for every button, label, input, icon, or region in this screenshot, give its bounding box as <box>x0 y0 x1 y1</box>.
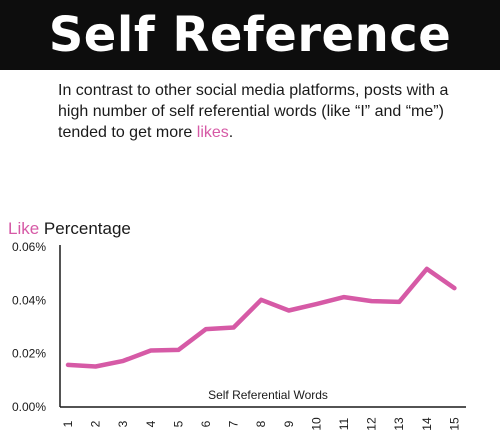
x-tick-label: 13 <box>392 417 406 431</box>
x-tick-label: 7 <box>227 420 241 427</box>
y-axis-title-highlight: Like <box>8 219 40 238</box>
x-tick-label: 4 <box>144 420 158 427</box>
x-tick-label: 12 <box>365 417 379 431</box>
x-tick-label: 9 <box>282 420 296 427</box>
x-tick-label: 1 <box>61 420 75 427</box>
x-tick-label: 10 <box>309 417 323 431</box>
x-tick-label: 11 <box>337 417 351 430</box>
x-tick-label: 5 <box>171 420 185 427</box>
x-tick-label: 6 <box>199 420 213 427</box>
title-banner: Self Reference <box>0 0 500 70</box>
x-axis-title: Self Referential Words <box>208 388 328 402</box>
y-tick-label: 0.06% <box>12 240 46 254</box>
intro-paragraph: In contrast to other social media platfo… <box>58 80 478 143</box>
page-title: Self Reference <box>48 7 452 63</box>
x-tick-label: 14 <box>420 417 434 431</box>
y-axis-title: Like Percentage <box>8 219 131 239</box>
y-axis-title-rest: Percentage <box>39 219 131 238</box>
x-tick-label: 15 <box>447 417 461 431</box>
y-tick-label: 0.02% <box>12 347 46 361</box>
intro-text-end: . <box>228 124 234 141</box>
series-line <box>65 266 457 369</box>
x-tick-label: 8 <box>254 420 268 427</box>
intro-text: In contrast to other social media platfo… <box>58 82 449 141</box>
intro-highlight: likes <box>196 124 229 141</box>
x-tick-label: 2 <box>89 420 103 427</box>
y-tick-label: 0.00% <box>12 400 46 414</box>
y-tick-label: 0.04% <box>12 293 46 307</box>
x-tick-label: 3 <box>116 420 130 427</box>
